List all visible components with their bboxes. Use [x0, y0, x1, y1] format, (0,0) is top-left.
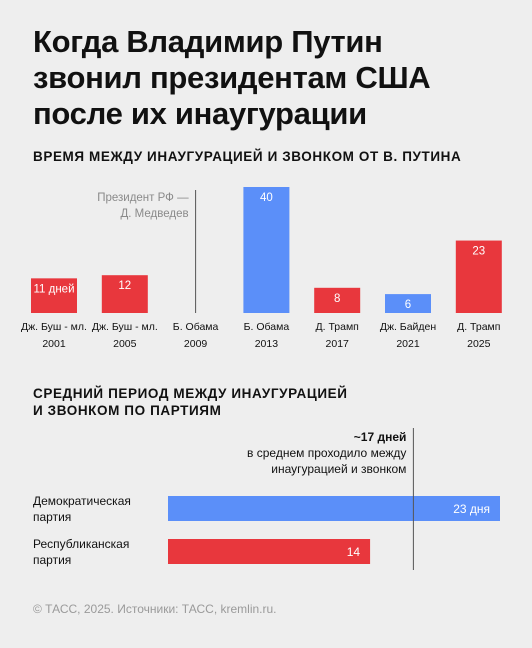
bar-value-label: 23 дня [453, 502, 490, 516]
chart2-title-line: СРЕДНИЙ ПЕРИОД МЕЖДУ ИНАУГУРАЦИЕЙ [33, 386, 348, 401]
x-tick-label-name: Дж. Байден [380, 321, 437, 333]
bar [168, 539, 371, 564]
chart2-title: СРЕДНИЙ ПЕРИОД МЕЖДУ ИНАУГУРАЦИЕЙ И ЗВОН… [33, 385, 348, 419]
category-label: Республиканская [33, 537, 129, 551]
x-tick-label-year: 2025 [467, 338, 491, 350]
x-tick-label-year: 2009 [184, 338, 208, 350]
category-label: партия [33, 510, 71, 524]
page-title: Когда Владимир Путин звонил президентам … [33, 24, 503, 132]
footer-source: © ТАСС, 2025. Источники: ТАСС, kremlin.r… [33, 602, 277, 616]
x-tick-label-year: 2001 [42, 338, 66, 350]
category-label: партия [33, 553, 71, 567]
x-tick-label-year: 2013 [255, 338, 279, 350]
x-tick-label-name: Д. Трамп [457, 321, 500, 333]
annotation-text: Д. Медведев [121, 208, 189, 220]
x-tick-label-name: Д. Трамп [316, 321, 359, 333]
title-line: звонил президентам США [33, 60, 431, 95]
x-tick-label-name: Дж. Буш - мл. [92, 321, 158, 333]
bar-value-label: 6 [405, 299, 411, 311]
annotation-text: Президент РФ — [97, 192, 189, 204]
reference-label: ~17 дней [354, 430, 407, 444]
title-line: Когда Владимир Путин [33, 24, 383, 59]
bar-value-label: 8 [334, 293, 340, 305]
bar [455, 240, 502, 313]
chart2-title-line: И ЗВОНКОМ ПО ПАРТИЯМ [33, 403, 222, 418]
bar-value-label: 12 [118, 280, 131, 292]
x-tick-label-name: Б. Обама [173, 321, 219, 333]
bar-value-label: 23 [472, 246, 485, 258]
bar [314, 287, 361, 313]
reference-label: инаугурацией и звонком [271, 462, 406, 476]
x-tick-label-year: 2005 [113, 338, 137, 350]
inauguration-call-bar-chart: 11 дней Дж. Буш - мл. 2001 12 Дж. Буш - мл. 2… [21, 187, 502, 350]
x-tick-label-name: Дж. Буш - мл. [21, 321, 87, 333]
reference-label: в среднем проходило между [247, 446, 406, 460]
x-tick-label-year: 2017 [326, 338, 350, 350]
title-line: после их инаугурации [33, 96, 367, 131]
bar [101, 275, 148, 313]
category-label: Демократическая [33, 494, 131, 508]
bar [31, 278, 77, 313]
x-tick-label-year: 2021 [396, 338, 420, 350]
bar [168, 496, 500, 521]
party-average-bar-chart: 23 дня Демократическая партия 14 Республикан… [33, 428, 500, 570]
bar [385, 294, 431, 313]
bar-value-label: 40 [260, 192, 273, 204]
chart1-title: ВРЕМЯ МЕЖДУ ИНАУГУРАЦИЕЙ И ЗВОНКОМ ОТ В.… [33, 149, 462, 164]
bar-value-label: 14 [347, 545, 361, 559]
bar-value-label: 11 дней [33, 283, 74, 295]
x-tick-label-name: Б. Обама [244, 321, 290, 333]
bar [243, 187, 290, 313]
